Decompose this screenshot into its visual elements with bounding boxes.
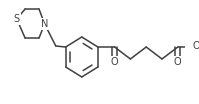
Text: S: S [14, 14, 20, 24]
Text: O: O [174, 57, 182, 67]
Text: O: O [193, 41, 199, 51]
Text: O: O [111, 57, 118, 67]
Text: N: N [41, 19, 48, 29]
